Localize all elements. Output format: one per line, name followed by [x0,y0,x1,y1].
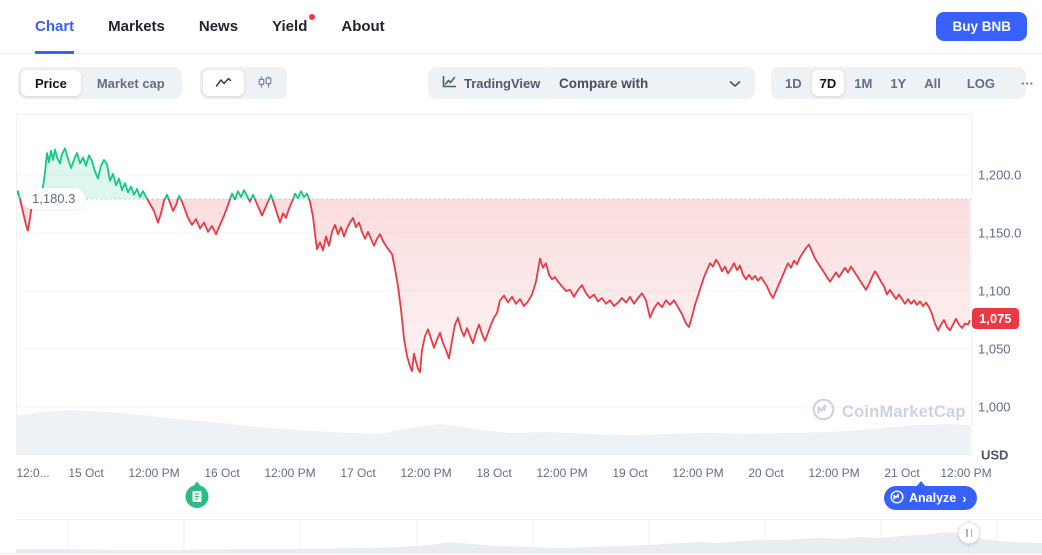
line-chart-toggle[interactable] [203,70,244,96]
log-scale-button[interactable]: LOG [966,75,996,91]
notification-dot [309,14,316,20]
line-chart-icon [215,76,232,91]
baseline-price-label: 1,180.3 [22,188,86,209]
compare-with-dropdown[interactable]: Compare with [545,67,755,99]
x-axis-label: 18 Oct [476,466,512,480]
range-1m[interactable]: 1M [854,75,873,91]
y-axis-label: 1,050 [978,341,1011,357]
tab-markets[interactable]: Markets [108,18,165,35]
header: Chart Markets News Yield About Buy BNB [0,0,1042,54]
more-options-button[interactable]: ··· [1021,75,1035,91]
analyze-button[interactable]: Analyze › [884,481,977,510]
x-axis-label: 12:00 PM [536,466,588,480]
date-range-selector: 1D 7D 1M 1Y All LOG ··· [771,67,1034,99]
x-axis: 12:0... 15 Oct 12:00 PM 16 Oct 12:00 PM 17 Oc… [16,466,991,484]
candlestick-toggle[interactable] [246,70,284,96]
toggle-price[interactable]: Price [21,70,81,96]
analyze-label: Analyze [909,491,957,505]
chevron-down-icon [729,76,741,91]
analyze-logo-icon [890,489,904,507]
x-axis-label: 19 Oct [612,466,648,480]
x-axis-label: 20 Oct [748,466,784,480]
tradingview-button[interactable]: TradingView [428,67,555,99]
tab-yield[interactable]: Yield [272,0,316,54]
tab-about[interactable]: About [341,18,385,35]
y-axis-label: 1,150.0 [978,225,1022,241]
x-axis-label: 17 Oct [340,466,376,480]
x-axis-label: 12:00 PM [400,466,452,480]
price-chart-svg[interactable] [16,114,972,455]
x-axis-label: 12:00 PM [264,466,316,480]
chart-type-toggle [200,67,287,99]
document-icon [192,491,202,502]
x-axis-label: 12:00 PM [128,466,180,480]
tab-bar: Chart Markets News Yield About [35,0,385,54]
x-axis-label: 12:00 PM [672,466,724,480]
x-axis-label: 12:00 PM [808,466,860,480]
y-axis-label: 1,100 [978,283,1011,299]
current-price-badge: 1,075 [972,308,1019,329]
navigator-bottom-border [0,553,1042,554]
tradingview-label: TradingView [464,75,541,91]
range-navigator[interactable] [0,520,1042,554]
tab-chart[interactable]: Chart [35,0,75,54]
news-event-marker[interactable] [185,481,209,509]
navigator-top-border [16,519,1042,520]
x-axis-label: 21 Oct [884,466,920,480]
chevron-right-icon: › [962,490,967,506]
buy-bnb-button[interactable]: Buy BNB [936,12,1027,41]
candlestick-icon [258,76,272,91]
y-axis-label: 1,000 [978,399,1011,415]
range-handle[interactable] [958,522,980,544]
compare-with-label: Compare with [559,75,649,91]
range-1d[interactable]: 1D [785,75,802,91]
toggle-market-cap[interactable]: Market cap [96,75,165,91]
tradingview-icon [442,75,457,91]
x-axis-label: 12:00 PM [940,466,992,480]
range-1y[interactable]: 1Y [890,75,907,91]
x-axis-label: 12:0... [16,466,50,480]
y-axis-label: 1,200.0 [978,167,1022,183]
price-marketcap-toggle: Price Market cap [18,67,182,99]
x-axis-label: 16 Oct [204,466,240,480]
x-axis-label: 15 Oct [68,466,104,480]
tab-news[interactable]: News [198,18,239,35]
range-7d[interactable]: 7D [811,70,845,96]
currency-label: USD [981,447,1009,463]
range-all[interactable]: All [924,75,941,91]
